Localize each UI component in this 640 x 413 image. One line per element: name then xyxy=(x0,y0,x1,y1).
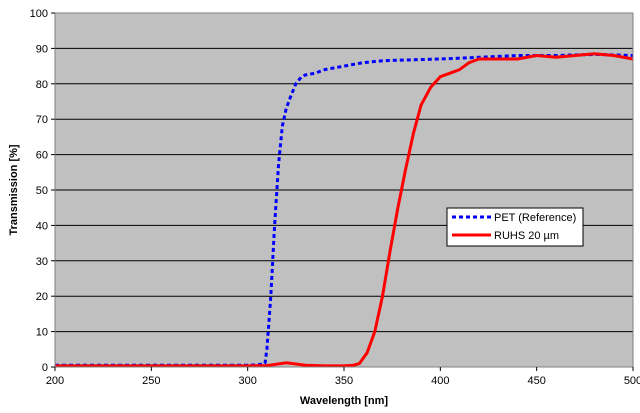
x-tick-label: 450 xyxy=(527,375,545,387)
x-tick-label: 200 xyxy=(46,375,64,387)
y-tick-label: 0 xyxy=(42,362,48,374)
y-tick-label: 50 xyxy=(36,185,48,197)
series-ruhs-line xyxy=(55,52,634,368)
y-tick-label: 40 xyxy=(36,220,48,232)
y-tick-label: 100 xyxy=(30,8,48,20)
series-lines xyxy=(55,52,634,368)
legend-box xyxy=(446,207,584,247)
x-axis-title: Wavelength [nm] xyxy=(300,395,389,407)
x-tick-label: 400 xyxy=(431,375,449,387)
y-tick-label: 90 xyxy=(36,43,48,55)
y-tick-label: 20 xyxy=(36,291,48,303)
y-tick-label: 80 xyxy=(36,79,48,91)
x-tick-label: 250 xyxy=(142,375,160,387)
y-tick-label: 30 xyxy=(36,256,48,268)
x-tick-label: 500 xyxy=(624,375,640,387)
legend: PET (Reference) RUHS 20 µm xyxy=(446,207,584,247)
x-axis-ticks: 200 250 300 350 400 450 500 xyxy=(46,367,640,387)
y-axis-ticks: 0 10 20 30 40 50 60 70 80 90 100 xyxy=(30,8,55,374)
x-tick-label: 300 xyxy=(238,375,256,387)
y-tick-label: 70 xyxy=(36,114,48,126)
y-tick-label: 60 xyxy=(36,150,48,162)
y-axis-title: Transmission [%] xyxy=(8,144,20,235)
legend-label-ruhs: RUHS 20 µm xyxy=(494,230,559,242)
series-pet-line xyxy=(55,52,634,367)
legend-label-pet: PET (Reference) xyxy=(494,212,576,224)
x-tick-label: 350 xyxy=(335,375,353,387)
y-tick-label: 10 xyxy=(36,327,48,339)
